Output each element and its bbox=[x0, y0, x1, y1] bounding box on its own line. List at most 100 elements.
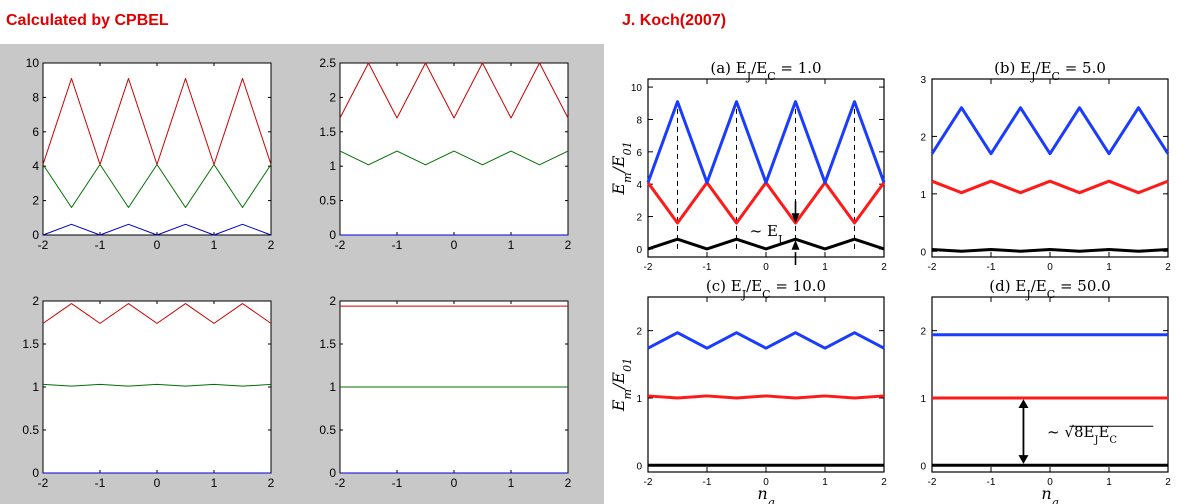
plot-area bbox=[931, 296, 1169, 473]
x-tick-label: 2 bbox=[565, 476, 572, 490]
y-tick-label: 0 bbox=[329, 466, 336, 480]
x-axis-label: ng bbox=[757, 484, 774, 504]
gap-arrow-head bbox=[791, 213, 800, 224]
x-tick-label: 2 bbox=[1165, 477, 1171, 488]
x-tick-label: 0 bbox=[1047, 262, 1053, 273]
y-tick-label: 2 bbox=[920, 327, 926, 338]
x-tick-label: -2 bbox=[335, 476, 346, 490]
x-tick-label: 2 bbox=[881, 262, 887, 273]
y-tick-label: 2 bbox=[636, 327, 642, 338]
x-tick-label: 0 bbox=[451, 238, 458, 252]
y-tick-label: 2 bbox=[329, 90, 336, 104]
y-tick-label: 0 bbox=[636, 461, 642, 472]
series-line-0 bbox=[931, 248, 1169, 253]
gap-arrow-head bbox=[791, 240, 800, 250]
panel-title: (a) EJ/EC = 1.0 bbox=[710, 59, 821, 83]
series-line-1 bbox=[42, 383, 272, 387]
y-tick-label: 3 bbox=[920, 75, 926, 86]
y-tick-label: 0 bbox=[636, 245, 642, 256]
y-tick-label: 0 bbox=[32, 228, 39, 242]
y-tick-label: 1 bbox=[920, 394, 926, 405]
y-tick-label: 2 bbox=[636, 213, 642, 224]
y-tick-label: 4 bbox=[636, 180, 642, 191]
x-tick-label: -1 bbox=[95, 476, 106, 490]
series-line-1 bbox=[647, 394, 885, 400]
x-tick-label: 1 bbox=[508, 238, 515, 252]
x-tick-label: -2 bbox=[38, 238, 49, 252]
y-tick-label: 6 bbox=[32, 125, 39, 139]
x-tick-label: -2 bbox=[644, 477, 653, 488]
y-tick-label: 1 bbox=[329, 380, 336, 394]
plot-area bbox=[647, 78, 885, 258]
y-tick-label: 8 bbox=[636, 115, 642, 126]
annotation-sqrt: ~ √8EJEC bbox=[1047, 423, 1117, 446]
plot-area bbox=[42, 62, 272, 236]
y-axis-label: Em/E01 bbox=[609, 358, 634, 412]
x-tick-label: 1 bbox=[1106, 477, 1112, 488]
x-tick-label: -1 bbox=[987, 477, 996, 488]
chart-cpbel-ej1: -2 -1 0 1 2 0 2 4 6 8 10 bbox=[26, 56, 275, 252]
panel-title: (d) EJ/EC = 50.0 bbox=[989, 277, 1110, 301]
x-tick-label: -1 bbox=[392, 476, 403, 490]
chart-cpbel-ej50: -2 -1 0 1 2 0 0.5 1 1.5 2 bbox=[319, 294, 571, 490]
panel-title: (b) EJ/EC = 5.0 bbox=[994, 59, 1106, 83]
series-line-2 bbox=[339, 62, 569, 119]
series-line-2 bbox=[646, 100, 886, 185]
x-tick-label: 2 bbox=[565, 238, 572, 252]
y-tick-label: 1.5 bbox=[319, 337, 336, 351]
x-tick-label: 2 bbox=[1165, 262, 1171, 273]
x-tick-label: 0 bbox=[154, 238, 161, 252]
y-tick-label: 0.5 bbox=[319, 194, 336, 208]
y-tick-label: 2 bbox=[32, 294, 39, 308]
chart-koch-b: -2 -1 0 1 2 0 1 2 3 (b) EJ/EC = 5.0 bbox=[920, 59, 1171, 273]
series-line-0 bbox=[42, 223, 272, 236]
y-tick-label: 6 bbox=[636, 148, 642, 159]
x-tick-label: 1 bbox=[822, 477, 828, 488]
x-tick-label: -2 bbox=[928, 477, 937, 488]
x-tick-label: -2 bbox=[335, 238, 346, 252]
chart-cpbel-ej5: -2 -1 0 1 2 0 0.5 1 1.5 2 2.5 bbox=[319, 56, 571, 252]
x-tick-label: 2 bbox=[268, 238, 275, 252]
x-tick-label: 2 bbox=[268, 476, 275, 490]
x-tick-label: 0 bbox=[451, 476, 458, 490]
y-tick-label: 10 bbox=[26, 56, 40, 70]
y-tick-label: 0 bbox=[329, 228, 336, 242]
plot-area bbox=[647, 296, 885, 473]
y-tick-label: 8 bbox=[32, 90, 39, 104]
y-tick-label: 1 bbox=[636, 394, 642, 405]
panel-title: (c) EJ/EC = 10.0 bbox=[706, 277, 826, 301]
y-tick-label: 0.5 bbox=[319, 423, 336, 437]
x-tick-label: 0 bbox=[1047, 477, 1053, 488]
chart-cpbel-ej10: -2 -1 0 1 2 0 0.5 1 1.5 2 bbox=[22, 294, 274, 490]
x-tick-label: 2 bbox=[881, 477, 887, 488]
y-tick-label: 1.5 bbox=[22, 337, 39, 351]
chart-koch-a: -2 -1 0 1 2 0 2 4 6 8 10 (a) EJ/EC = 1.0 Em/E01 ~ EJ bbox=[609, 59, 887, 273]
y-tick-label: 2.5 bbox=[319, 56, 336, 70]
right-figure-heading: J. Koch(2007) bbox=[622, 12, 727, 29]
left-figure-heading: Calculated by CPBEL bbox=[6, 12, 169, 29]
y-tick-label: 10 bbox=[631, 83, 643, 94]
x-tick-label: 1 bbox=[211, 476, 218, 490]
x-tick-label: 0 bbox=[763, 477, 769, 488]
y-tick-label: 0.5 bbox=[22, 423, 39, 437]
series-line-1 bbox=[931, 179, 1169, 195]
series-line-2 bbox=[42, 303, 272, 324]
y-tick-label: 0 bbox=[32, 466, 39, 480]
x-tick-label: -1 bbox=[392, 238, 403, 252]
x-tick-label: -1 bbox=[703, 262, 712, 273]
x-tick-label: -2 bbox=[644, 262, 653, 273]
x-tick-label: -2 bbox=[38, 476, 49, 490]
plot-area bbox=[931, 78, 1169, 258]
y-tick-label: 1 bbox=[920, 190, 926, 201]
series-line-2 bbox=[42, 77, 272, 165]
y-tick-label: 1 bbox=[329, 159, 336, 173]
plot-area bbox=[42, 300, 272, 474]
gap-arrow-head bbox=[1018, 399, 1029, 409]
x-axis-label: ng bbox=[1041, 484, 1058, 504]
series-line-2 bbox=[930, 106, 1170, 156]
x-tick-label: 1 bbox=[822, 262, 828, 273]
y-tick-label: 2 bbox=[329, 294, 336, 308]
x-tick-label: -1 bbox=[703, 477, 712, 488]
x-tick-label: -1 bbox=[987, 262, 996, 273]
